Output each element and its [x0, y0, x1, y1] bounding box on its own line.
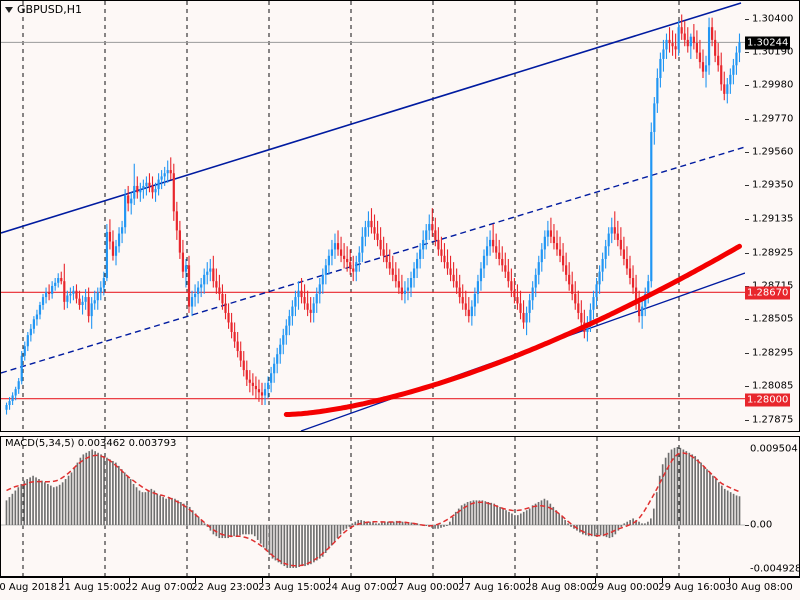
price-tick-mark [745, 286, 749, 288]
time-tick-mark [262, 578, 263, 583]
time-tick-mark [462, 578, 463, 583]
price-tick-label: 1.30400 [752, 13, 794, 25]
price-chart-canvas [1, 1, 745, 431]
price-tick-label: 1.29135 [752, 213, 794, 225]
price-tick-mark [745, 419, 749, 421]
price-tick-label: 1.27875 [752, 414, 794, 425]
price-level-badge-1: 1.28000 [745, 393, 791, 407]
price-tick-label: 1.28925 [752, 247, 794, 259]
macd-tick-label: 0.00 [750, 519, 773, 531]
current-price-badge: 1.30244 [745, 36, 791, 50]
macd-axis[interactable]: 0.009504 0.00 -0.004928 [745, 436, 800, 577]
price-tick-mark [745, 319, 749, 321]
time-tick-label: 29 Aug 00:00 [591, 582, 659, 593]
price-tick-mark [745, 252, 749, 254]
price-tick-label: 1.30190 [752, 46, 794, 58]
time-tick-label: 22 Aug 23:00 [191, 582, 259, 593]
time-tick-mark [329, 578, 330, 583]
price-tick-label: 1.29770 [752, 113, 794, 125]
macd-tick-mark [745, 525, 749, 526]
time-tick-label: 28 Aug 08:00 [525, 582, 593, 593]
price-tick-mark [745, 352, 749, 354]
price-tick-label: 1.29560 [752, 146, 794, 158]
time-tick-label: 21 Aug 15:00 [58, 582, 126, 593]
price-tick-mark [745, 18, 749, 20]
time-tick-mark [729, 578, 730, 583]
time-tick-mark [595, 578, 596, 583]
time-tick-mark [529, 578, 530, 583]
macd-tick-label: 0.009504 [750, 443, 798, 455]
price-tick-label: 1.29350 [752, 179, 794, 191]
price-tick-mark [745, 219, 749, 221]
price-tick-label: 1.28505 [752, 313, 794, 325]
time-tick-label: 29 Aug 16:00 [658, 582, 726, 593]
price-tick-label: 1.28295 [752, 347, 794, 359]
price-chart-pane[interactable]: GBPUSD,H1 [0, 0, 745, 432]
time-tick-label: 24 Aug 07:00 [325, 582, 393, 593]
price-tick-mark [745, 386, 749, 388]
price-axis[interactable]: 1.30400 1.30190 1.29980 1.29770 1.29560 1.293… [745, 0, 800, 432]
macd-tick-label: -0.004928 [750, 563, 800, 575]
time-tick-label: 22 Aug 07:00 [125, 582, 193, 593]
price-tick-label: 1.28085 [752, 380, 794, 392]
time-tick-mark [662, 578, 663, 583]
time-tick-mark [129, 578, 130, 583]
time-tick-label: 27 Aug 16:00 [458, 582, 526, 593]
time-tick-mark [62, 578, 63, 583]
macd-canvas [1, 437, 745, 576]
time-tick-label: 20 Aug 2018 [0, 582, 58, 593]
macd-label: MACD(5,34,5) 0.003462 0.003793 [5, 438, 177, 449]
macd-pane[interactable]: MACD(5,34,5) 0.003462 0.003793 [0, 436, 745, 577]
price-tick-mark [745, 118, 749, 120]
time-tick-mark [195, 578, 196, 583]
price-tick-mark [745, 85, 749, 87]
symbol-text: GBPUSD,H1 [17, 3, 82, 16]
price-tick-label: 1.29980 [752, 79, 794, 91]
symbol-period-label: GBPUSD,H1 [5, 3, 82, 16]
time-tick-label: 30 Aug 08:00 [725, 582, 793, 593]
time-tick-label: 23 Aug 15:00 [258, 582, 326, 593]
price-tick-mark [745, 152, 749, 154]
price-level-badge-0: 1.28670 [745, 286, 791, 300]
time-tick-label: 27 Aug 00:00 [391, 582, 459, 593]
price-tick-mark [745, 185, 749, 187]
time-tick-mark [395, 578, 396, 583]
price-tick-label: 1.28715 [752, 281, 793, 292]
price-tick-mark [745, 52, 749, 53]
triangle-down-icon[interactable] [5, 6, 13, 13]
